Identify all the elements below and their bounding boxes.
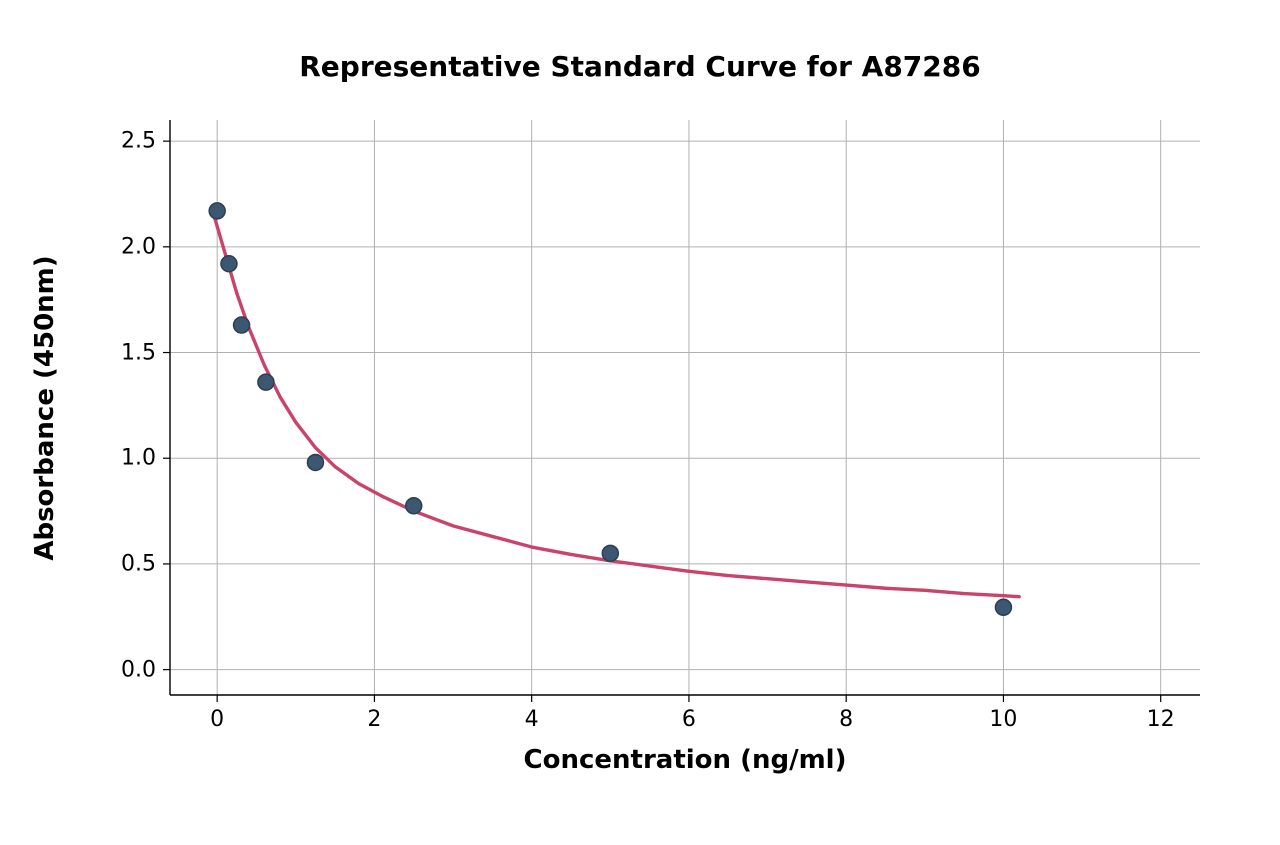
y-tick-label: 2.5	[121, 129, 156, 154]
x-tick-label: 0	[210, 707, 224, 732]
x-tick-label: 6	[682, 707, 696, 732]
x-tick-label: 12	[1147, 707, 1175, 732]
chart-title: Representative Standard Curve for A87286	[0, 50, 1280, 83]
y-tick-label: 2.0	[121, 234, 156, 259]
chart-figure: Representative Standard Curve for A87286…	[0, 0, 1280, 845]
x-axis-label: Concentration (ng/ml)	[524, 745, 847, 775]
y-axis-label: Absorbance (450nm)	[30, 255, 60, 560]
y-tick-label: 0.0	[121, 657, 156, 682]
y-tick-label: 1.0	[121, 446, 156, 471]
x-tick-label: 4	[525, 707, 539, 732]
x-tick-label: 8	[839, 707, 853, 732]
x-tick-label: 2	[367, 707, 381, 732]
y-tick-label: 0.5	[121, 551, 156, 576]
x-tick-label: 10	[989, 707, 1017, 732]
y-tick-label: 1.5	[121, 340, 156, 365]
plot-area	[170, 120, 1200, 695]
